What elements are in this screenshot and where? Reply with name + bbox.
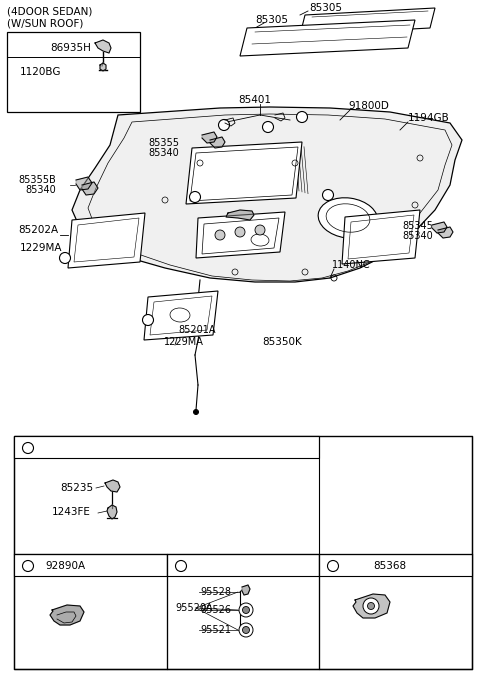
Polygon shape [196, 212, 285, 258]
Bar [14, 436, 319, 554]
Polygon shape [353, 594, 390, 618]
Circle shape [143, 314, 154, 326]
Text: a: a [62, 254, 68, 262]
Bar [319, 554, 472, 669]
Polygon shape [144, 291, 218, 340]
Text: 1120BG: 1120BG [20, 67, 61, 77]
Circle shape [297, 112, 308, 122]
Text: 85340: 85340 [402, 231, 433, 241]
Text: 85355B: 85355B [18, 175, 56, 185]
Circle shape [23, 443, 34, 454]
Circle shape [239, 603, 253, 617]
Polygon shape [186, 142, 302, 204]
Text: 1243FE: 1243FE [52, 507, 91, 517]
Text: a: a [145, 316, 151, 324]
Text: 86935H: 86935H [50, 43, 91, 53]
Text: 85401: 85401 [238, 95, 271, 105]
Bar [319, 554, 472, 576]
Bar [14, 436, 472, 669]
Bar [14, 554, 167, 576]
Circle shape [242, 627, 250, 633]
Bar [7, 32, 140, 112]
Polygon shape [240, 20, 415, 56]
Text: 85340: 85340 [25, 185, 56, 195]
Circle shape [215, 230, 225, 240]
Polygon shape [72, 107, 462, 282]
Circle shape [60, 252, 71, 264]
Circle shape [235, 227, 245, 237]
Circle shape [368, 602, 374, 610]
Polygon shape [95, 40, 111, 53]
Circle shape [239, 623, 253, 637]
Polygon shape [68, 213, 145, 268]
Circle shape [263, 122, 274, 133]
Polygon shape [300, 8, 435, 35]
Text: (W/SUN ROOF): (W/SUN ROOF) [7, 18, 84, 28]
Circle shape [242, 606, 250, 614]
Text: 85355: 85355 [148, 138, 179, 148]
Circle shape [323, 190, 334, 201]
Text: 1194GB: 1194GB [408, 113, 450, 123]
Text: 85305: 85305 [255, 15, 288, 25]
Polygon shape [82, 182, 98, 195]
Text: 85202A: 85202A [18, 225, 58, 235]
Text: a: a [25, 444, 31, 452]
Text: 85345: 85345 [402, 221, 433, 231]
Text: b: b [25, 561, 31, 571]
Circle shape [176, 561, 187, 571]
Text: 95528: 95528 [200, 587, 231, 597]
Ellipse shape [318, 198, 378, 238]
Text: 95520A: 95520A [175, 603, 213, 613]
Polygon shape [76, 177, 92, 190]
Text: 85350K: 85350K [262, 337, 302, 347]
Circle shape [327, 561, 338, 571]
Polygon shape [107, 505, 117, 519]
Text: c: c [192, 192, 197, 201]
Text: 1229MA: 1229MA [20, 243, 62, 253]
Polygon shape [432, 222, 447, 233]
Text: c: c [300, 112, 304, 122]
Text: 91800D: 91800D [348, 101, 389, 111]
Polygon shape [210, 137, 225, 148]
Circle shape [193, 409, 199, 415]
Circle shape [218, 120, 229, 131]
Circle shape [255, 225, 265, 235]
Polygon shape [438, 227, 453, 238]
Text: 85340: 85340 [148, 148, 179, 158]
Text: (4DOOR SEDAN): (4DOOR SEDAN) [7, 7, 92, 17]
Polygon shape [57, 612, 76, 623]
Circle shape [190, 192, 201, 203]
Text: 1229MA: 1229MA [164, 337, 204, 347]
Bar [167, 554, 319, 669]
Polygon shape [242, 585, 250, 595]
Polygon shape [202, 132, 217, 143]
Polygon shape [105, 480, 120, 492]
Text: 85201A: 85201A [178, 325, 216, 335]
Text: b: b [325, 190, 331, 199]
Circle shape [363, 598, 379, 614]
Ellipse shape [246, 230, 274, 250]
Polygon shape [100, 63, 106, 71]
Text: 1140NC: 1140NC [332, 260, 371, 270]
Text: 85368: 85368 [373, 561, 407, 571]
Text: 85305: 85305 [309, 3, 342, 13]
Polygon shape [226, 210, 254, 220]
Bar [167, 554, 319, 576]
Text: d: d [330, 561, 336, 571]
Bar [14, 554, 167, 669]
Polygon shape [50, 605, 84, 625]
Text: c: c [179, 561, 183, 571]
Text: 92890A: 92890A [45, 561, 85, 571]
Polygon shape [342, 210, 420, 264]
Text: b: b [221, 120, 227, 129]
Circle shape [23, 561, 34, 571]
Text: 85235: 85235 [60, 483, 93, 493]
Bar [14, 436, 319, 458]
Text: d: d [265, 122, 271, 131]
Text: 95521: 95521 [200, 625, 231, 635]
Text: 95526: 95526 [200, 605, 231, 615]
